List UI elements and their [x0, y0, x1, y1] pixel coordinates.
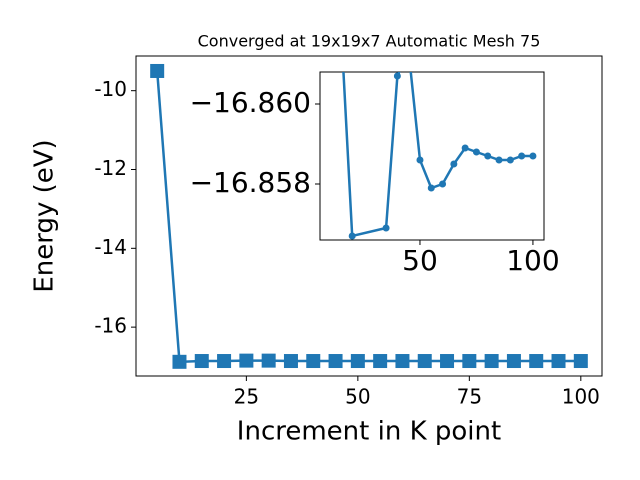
marker: [462, 354, 477, 369]
marker: [484, 354, 499, 369]
x-tick-label: 75: [457, 385, 482, 409]
marker: [306, 354, 321, 369]
marker: [261, 353, 276, 368]
marker: [573, 354, 588, 369]
marker: [350, 354, 365, 369]
y-axis-label: Energy (eV): [30, 139, 60, 292]
marker: [239, 353, 254, 368]
x-tick-label: 25: [234, 385, 259, 409]
y-tick-label: −16.860: [190, 86, 311, 119]
marker: [283, 354, 298, 369]
y-tick-label: -16: [94, 314, 127, 338]
line: [342, 72, 533, 238]
marker: [427, 184, 435, 192]
marker: [506, 354, 521, 369]
marker: [194, 354, 209, 369]
marker: [373, 354, 388, 369]
y-tick-label: -14: [94, 235, 127, 259]
x-tick-label: 100: [506, 244, 559, 277]
marker: [450, 160, 458, 168]
x-tick-label: 50: [402, 244, 438, 277]
marker: [440, 354, 455, 369]
plot-area: [319, 71, 545, 241]
marker: [395, 354, 410, 369]
marker: [506, 156, 514, 164]
marker: [495, 156, 503, 164]
marker: [518, 152, 526, 160]
marker: [416, 156, 424, 164]
x-tick-label: 50: [345, 385, 370, 409]
series-group: [337, 21, 537, 240]
marker: [337, 21, 344, 28]
marker: [328, 354, 343, 369]
x-axis-label: Increment in K point: [237, 417, 501, 447]
marker: [529, 152, 537, 160]
y-tick-label: -12: [94, 156, 127, 180]
marker: [484, 152, 492, 160]
marker: [382, 224, 390, 232]
marker: [217, 354, 232, 369]
marker: [529, 354, 544, 369]
marker: [172, 354, 187, 369]
marker: [348, 232, 356, 240]
marker: [472, 148, 480, 156]
marker: [393, 72, 401, 80]
series-group: [150, 63, 588, 369]
y-tick-label: −16.858: [190, 166, 311, 199]
x-tick-label: 100: [562, 385, 600, 409]
marker: [417, 354, 432, 369]
marker: [439, 180, 447, 188]
marker: [150, 63, 165, 78]
marker: [461, 144, 469, 152]
chart-title: Converged at 19x19x7 Automatic Mesh 75: [198, 32, 541, 51]
y-tick-label: -10: [94, 77, 127, 101]
marker: [551, 354, 566, 369]
